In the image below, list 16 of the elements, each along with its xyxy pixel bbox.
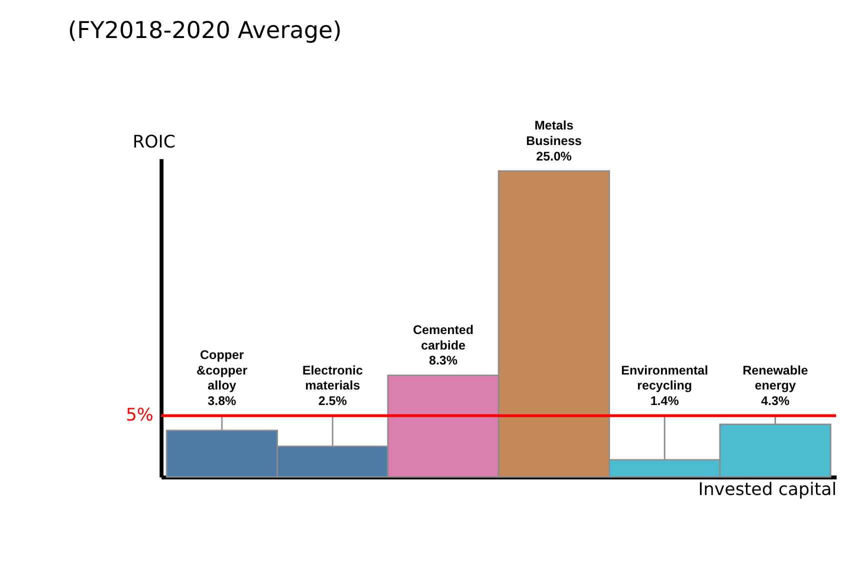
- category-label: Copper &copper alloy: [196, 348, 248, 393]
- y-axis-title: ROIC: [132, 132, 176, 153]
- data-label: 3.8%: [208, 394, 236, 408]
- category-label: Metals Business: [526, 118, 582, 148]
- data-label: 2.5%: [318, 394, 347, 408]
- data-label: 4.3%: [761, 394, 790, 408]
- data-label: 1.4%: [650, 394, 679, 408]
- ref-line-label: 5%: [126, 406, 154, 426]
- data-label: 8.3%: [428, 354, 458, 368]
- category-label: Renewable energy: [742, 363, 808, 393]
- category-label: Cemented carbide: [413, 322, 474, 352]
- x-axis-title: Invested capital: [698, 480, 837, 500]
- chart-title: (FY2018-2020 Average): [68, 18, 342, 44]
- category-label: Electronic materials: [302, 363, 363, 393]
- category-label: Environmental recycling: [621, 363, 708, 393]
- data-label: 25.0%: [536, 149, 572, 164]
